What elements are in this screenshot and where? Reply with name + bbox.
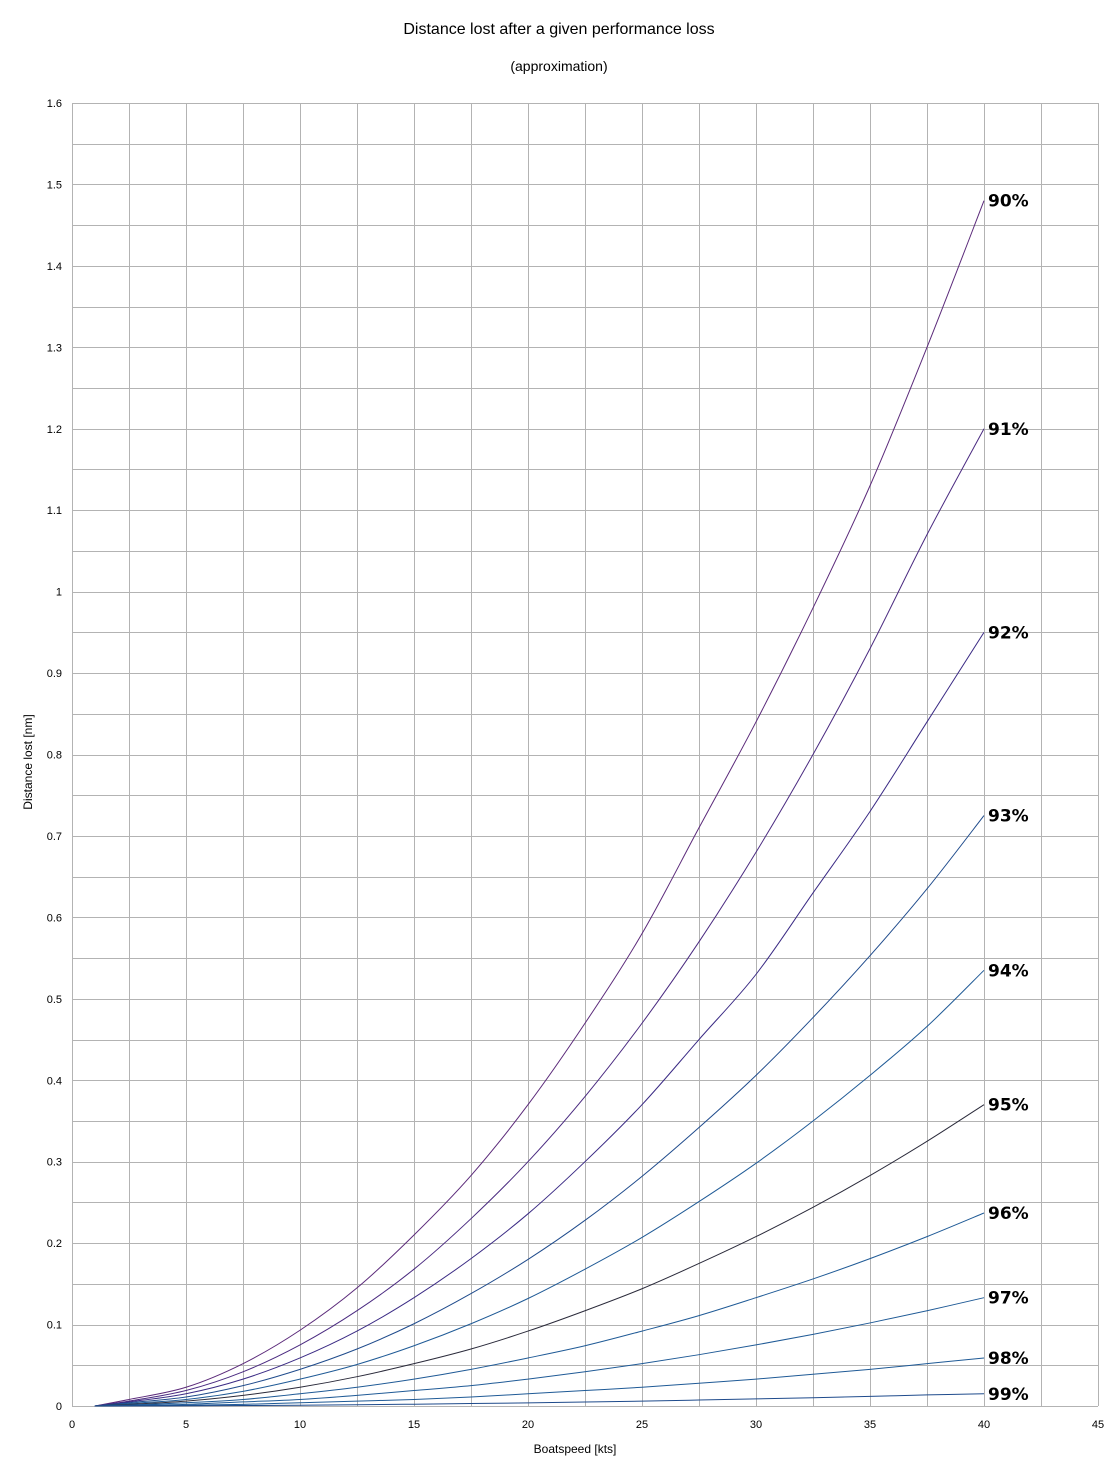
x-tick-label: 25: [636, 1419, 648, 1431]
y-tick-label: 1.2: [47, 424, 62, 436]
y-tick-label: 1.5: [47, 179, 62, 191]
x-tick-label: 35: [864, 1419, 876, 1431]
x-tick-label: 45: [1092, 1419, 1104, 1431]
y-tick-label: 0.8: [47, 750, 62, 762]
series-label-97: 97%: [988, 1289, 1029, 1309]
series-label-99: 99%: [988, 1385, 1029, 1405]
series-labels: 90% 91% 92% 93% 94% 95% 96% 97% 98% 99%: [988, 192, 1029, 1405]
series-line-91: [94, 428, 985, 1407]
series-line-99: [94, 1393, 985, 1407]
y-tick-label: 1.4: [47, 261, 62, 273]
series-line-95: [94, 1104, 985, 1407]
series-label-96: 96%: [988, 1204, 1029, 1224]
x-tick-label: 10: [294, 1419, 306, 1431]
y-tick-label: 0.2: [47, 1238, 62, 1250]
chart-subtitle: (approximation): [510, 58, 607, 74]
y-tick-label: 1: [56, 587, 62, 599]
series-line-96: [94, 1212, 985, 1407]
series-line-93: [94, 815, 985, 1407]
x-tick-label: 15: [408, 1419, 420, 1431]
y-tick-label: 1.3: [47, 342, 62, 354]
tick-labels: 0 5 10 15 20 25 30 35 40 45 0 0.1 0.2 0.3 0.4 0.5 0.6 0.7…: [47, 98, 1104, 1431]
y-tick-label: 1.1: [47, 505, 62, 517]
x-tick-label: 40: [978, 1419, 990, 1431]
series-line-92: [94, 632, 985, 1407]
series-label-92: 92%: [988, 623, 1029, 643]
y-tick-label: 0.9: [47, 668, 62, 680]
y-tick-label: 0.6: [47, 912, 62, 924]
x-tick-label: 0: [69, 1419, 75, 1431]
axes: [72, 103, 1098, 1407]
series-line-90: [94, 200, 985, 1407]
y-axis-label: Distance lost [nm]: [21, 714, 35, 809]
y-tick-label: 0.5: [47, 994, 62, 1006]
series-label-91: 91%: [988, 420, 1029, 440]
series-label-94: 94%: [988, 961, 1029, 981]
grid: [72, 103, 1099, 1407]
series-label-98: 98%: [988, 1349, 1029, 1369]
y-tick-label: 0.1: [47, 1320, 62, 1332]
series-line-97: [94, 1297, 985, 1407]
series-label-95: 95%: [988, 1096, 1029, 1116]
x-tick-label: 20: [522, 1419, 534, 1431]
series-label-93: 93%: [988, 807, 1029, 827]
chart-title: Distance lost after a given performance …: [403, 21, 714, 38]
x-tick-label: 5: [183, 1419, 189, 1431]
series-line-94: [94, 969, 985, 1407]
x-tick-label: 30: [750, 1419, 762, 1431]
y-tick-label: 0: [56, 1401, 62, 1413]
y-tick-label: 1.6: [47, 98, 62, 110]
series-label-90: 90%: [988, 192, 1029, 212]
series-lines: [94, 200, 985, 1407]
x-axis-label: Boatspeed [kts]: [534, 1442, 617, 1456]
y-tick-label: 0.7: [47, 831, 62, 843]
series-line-98: [94, 1357, 985, 1407]
y-tick-label: 0.4: [47, 1075, 62, 1087]
y-tick-label: 0.3: [47, 1157, 62, 1169]
